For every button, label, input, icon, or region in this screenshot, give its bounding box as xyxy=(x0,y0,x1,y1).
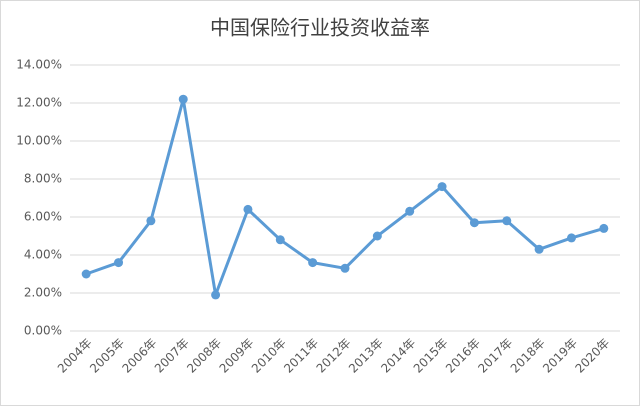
marker xyxy=(275,235,285,245)
marker xyxy=(211,290,221,300)
marker xyxy=(437,182,447,192)
marker xyxy=(178,94,188,104)
y-tick-label: 8.00% xyxy=(24,172,62,186)
marker xyxy=(405,206,415,216)
marker xyxy=(308,258,318,268)
marker xyxy=(146,216,156,226)
marker xyxy=(243,204,253,214)
marker xyxy=(372,231,382,241)
marker xyxy=(469,218,479,228)
y-tick-label: 12.00% xyxy=(16,96,62,110)
marker xyxy=(566,233,576,243)
marker xyxy=(340,263,350,273)
marker xyxy=(534,244,544,254)
marker xyxy=(502,216,512,226)
y-tick-label: 0.00% xyxy=(24,324,62,338)
y-tick-label: 14.00% xyxy=(16,58,62,72)
marker xyxy=(599,223,609,233)
y-tick-label: 2.00% xyxy=(24,286,62,300)
y-tick-label: 6.00% xyxy=(24,210,62,224)
chart-title: 中国保险行业投资收益率 xyxy=(210,16,430,40)
marker xyxy=(114,258,124,268)
marker xyxy=(81,269,91,279)
y-tick-label: 10.00% xyxy=(16,134,62,148)
y-tick-label: 4.00% xyxy=(24,248,62,262)
